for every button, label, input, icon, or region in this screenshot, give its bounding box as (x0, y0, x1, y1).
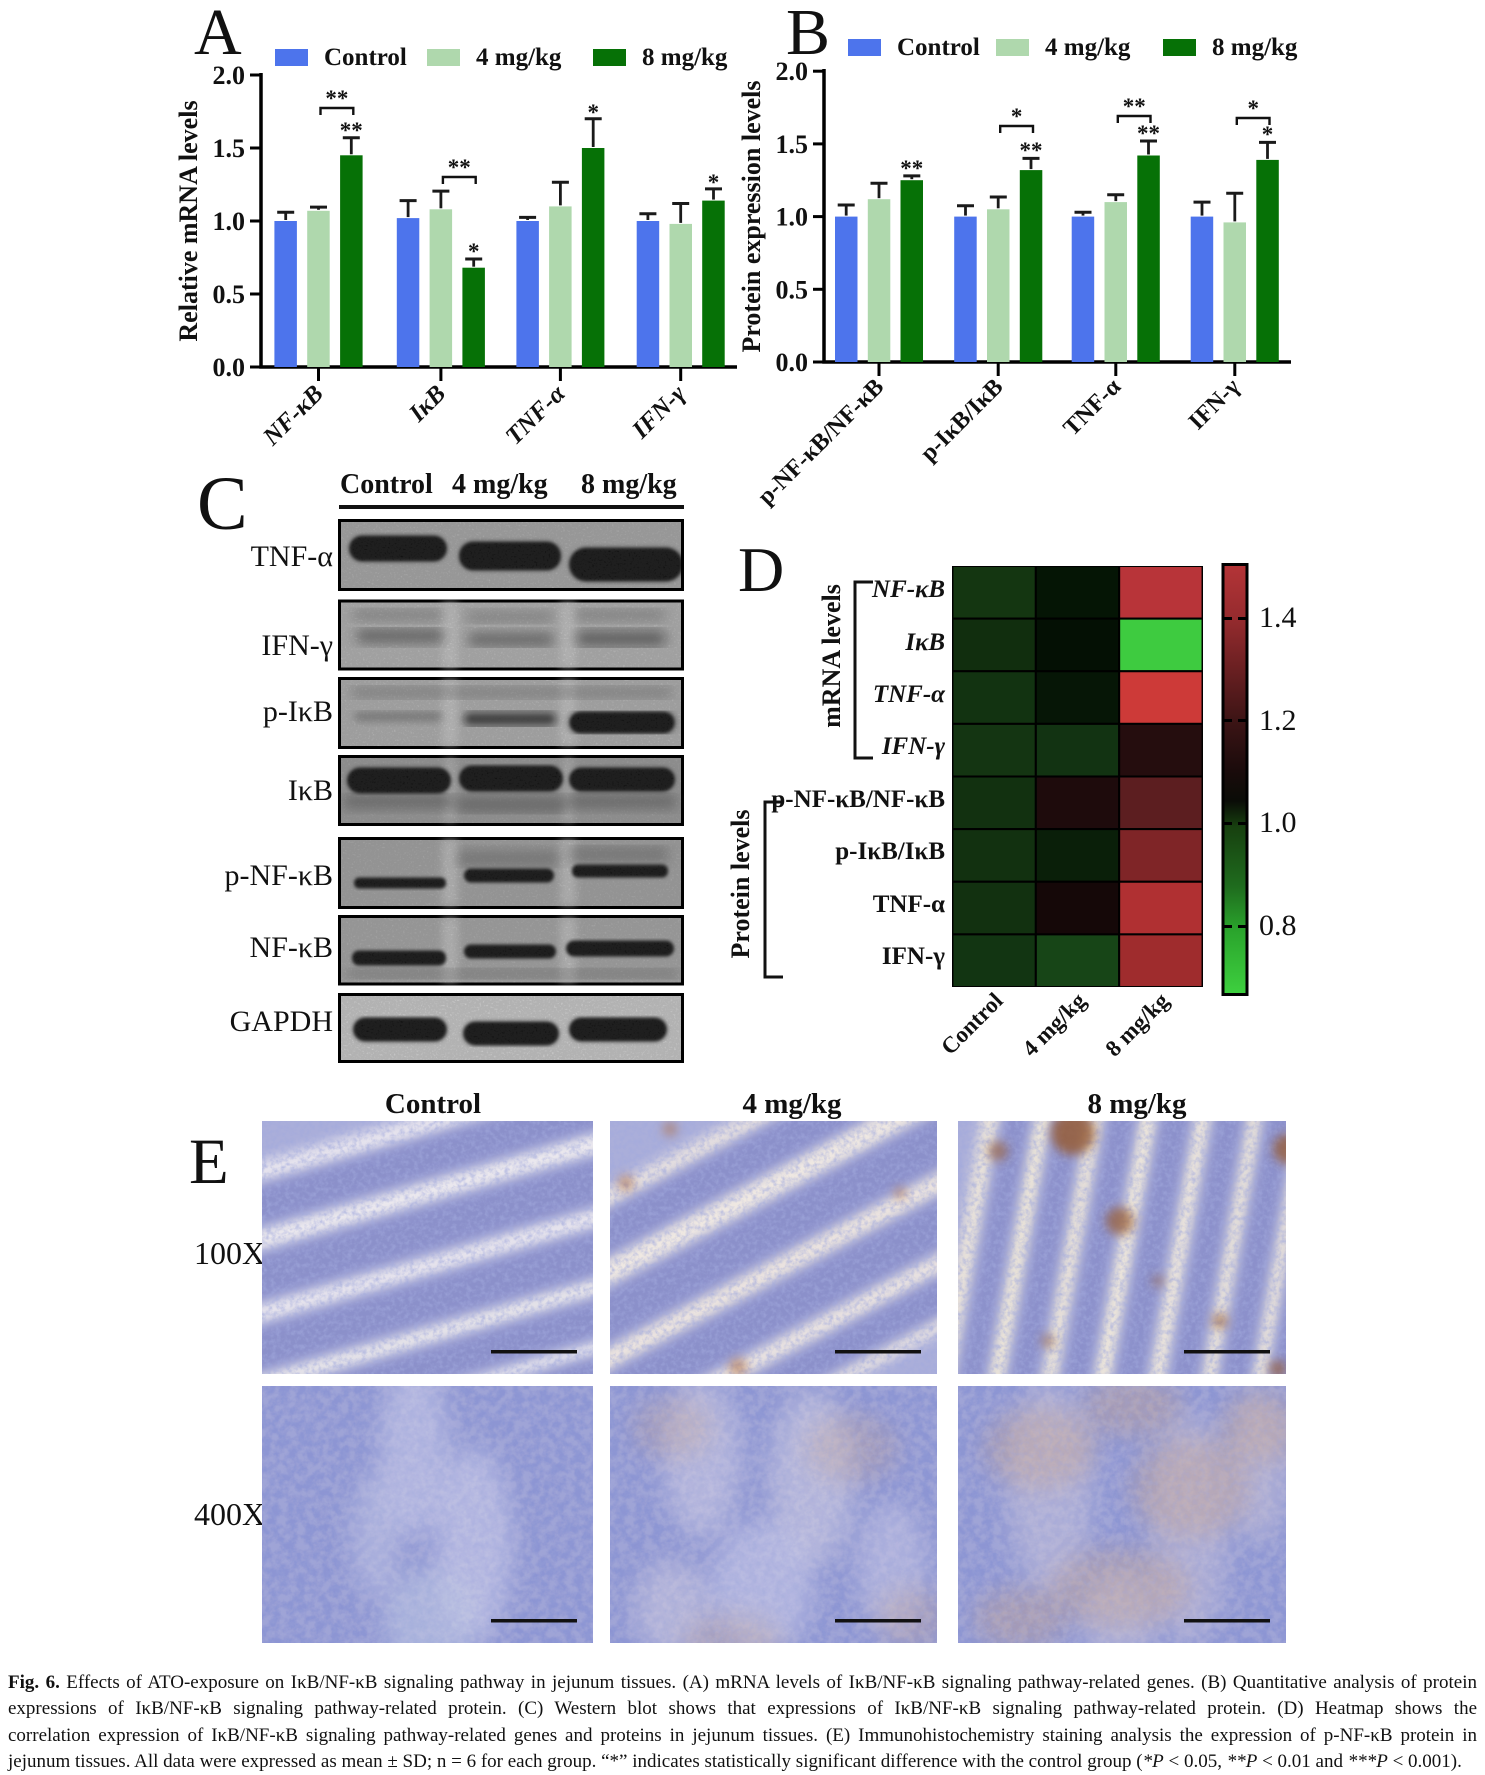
svg-text:0.0: 0.0 (213, 353, 246, 382)
svg-text:**: ** (1020, 138, 1043, 163)
svg-text:8 mg/kg: 8 mg/kg (1212, 34, 1298, 61)
svg-text:*: * (468, 239, 480, 264)
svg-text:*: * (587, 100, 599, 125)
svg-text:Control: Control (324, 44, 407, 71)
svg-text:1.0: 1.0 (213, 207, 246, 236)
svg-text:0.0: 0.0 (776, 348, 809, 377)
svg-text:**: ** (1123, 94, 1146, 119)
svg-text:*: * (708, 170, 720, 195)
svg-text:*: * (1262, 122, 1274, 147)
svg-text:**: ** (900, 156, 923, 181)
svg-text:Control: Control (897, 34, 980, 61)
svg-text:**: ** (1137, 121, 1160, 146)
svg-text:IκB: IκB (403, 380, 451, 428)
svg-text:*: * (1011, 104, 1023, 129)
svg-text:B: B (786, 0, 830, 69)
svg-text:*: * (1247, 96, 1259, 121)
svg-text:2.0: 2.0 (213, 61, 246, 90)
svg-text:IFN-γ: IFN-γ (1184, 374, 1245, 435)
svg-text:1.0: 1.0 (776, 203, 809, 232)
svg-text:NF-κB: NF-κB (257, 380, 328, 451)
svg-text:2.0: 2.0 (776, 57, 809, 86)
svg-text:Protein expression levels: Protein expression levels (737, 80, 766, 352)
svg-text:**: ** (448, 155, 471, 180)
svg-text:0.5: 0.5 (776, 275, 809, 304)
svg-text:p-NF-κB/NF-κB: p-NF-κB/NF-κB (753, 374, 889, 510)
svg-text:4 mg/kg: 4 mg/kg (1045, 34, 1131, 61)
svg-text:p-IκB/IκB: p-IκB/IκB (916, 374, 1009, 467)
svg-text:IFN-γ: IFN-γ (626, 380, 691, 445)
svg-text:TNF-α: TNF-α (501, 379, 572, 450)
svg-text:A: A (194, 0, 242, 69)
svg-text:**: ** (325, 86, 348, 111)
svg-text:**: ** (340, 118, 363, 143)
svg-text:0.5: 0.5 (213, 280, 246, 309)
svg-text:8 mg/kg: 8 mg/kg (642, 44, 728, 71)
svg-text:4 mg/kg: 4 mg/kg (476, 44, 562, 71)
svg-text:1.5: 1.5 (213, 134, 246, 163)
svg-text:TNF-α: TNF-α (1059, 373, 1127, 441)
svg-text:1.5: 1.5 (776, 130, 809, 159)
svg-text:Relative mRNA levels: Relative mRNA levels (174, 100, 203, 341)
